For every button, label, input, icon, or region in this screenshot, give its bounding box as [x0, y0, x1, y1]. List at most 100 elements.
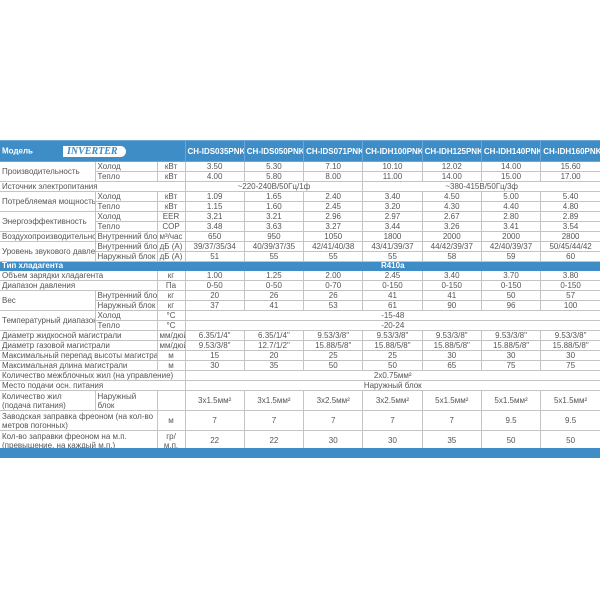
row-label: Потребляемая мощность [0, 191, 96, 212]
value-span-cell: 2x0.75мм² [184, 370, 600, 381]
value-cell: 0-50 [243, 280, 305, 291]
value-cell: 35 [243, 360, 305, 371]
table-row: Тепло кВт 4.00 5.80 8.00 11.00 14.00 15.00 17.00 [0, 171, 600, 182]
value-cell: 43/41/39/37 [362, 241, 423, 252]
value-cell: 2.45 [362, 270, 423, 281]
value-cell: 3.40 [421, 270, 482, 281]
value-cell: 100 [540, 300, 600, 311]
value-cell: 1800 [362, 231, 423, 242]
row-label: Объем зарядки хладагента [0, 270, 158, 281]
value-cell: 50 [303, 360, 364, 371]
value-cell: 60 [540, 251, 600, 262]
value-cell: 2.97 [362, 211, 423, 222]
row-unit [156, 390, 186, 411]
value-cell: 4.80 [540, 201, 600, 212]
table-row: Тепло COP 3.48 3.63 3.27 3.44 3.26 3.41 3.54 [0, 221, 600, 232]
model-name: CH-IDS035PNK/ CH-IU035NK [184, 140, 245, 162]
value-span-cell: -15-48 [184, 310, 600, 321]
value-cell: 3.41 [480, 221, 542, 232]
value-cell: 2800 [540, 231, 600, 242]
value-cell: 9.53/3/8" [540, 330, 600, 341]
value-cell: 3.80 [540, 270, 600, 281]
value-cell: 12.7/1/2" [243, 340, 305, 351]
value-cell: 950 [243, 231, 305, 242]
value-cell: 50 [362, 360, 423, 371]
value-cell: 15.88/5/8" [362, 340, 423, 351]
row-sublabel: Холод [94, 211, 158, 222]
value-cell: 75 [480, 360, 542, 371]
table-row: Наружный блок дБ (А) 51 55 55 55 58 59 60 [0, 251, 600, 262]
model-name: CH-IDH100PNK/ CH-IU100NK [362, 140, 423, 162]
table-row: Уровень звукового давленияВнутренний бло… [0, 241, 600, 262]
row-sublabel: Тепло [94, 221, 158, 232]
value-cell: 5x1.5мм² [421, 390, 482, 411]
row-sublabel: Холод [94, 161, 158, 172]
value-cell: 53 [303, 300, 364, 311]
row-label: Вес [0, 290, 96, 311]
value-cell: 1.09 [184, 191, 245, 202]
value-cell: 7 [362, 410, 423, 431]
row-unit: м [156, 350, 186, 361]
row-unit: м³/час [156, 231, 186, 242]
row-label: Тип хладагента [0, 261, 186, 271]
value-cell: 96 [480, 300, 542, 311]
value-cell: 41 [421, 290, 482, 301]
model-name: CH-IDH125PNK/ CH-IU125NM [421, 140, 482, 162]
value-cell: 26 [303, 290, 364, 301]
row-label: Количество жил (подача питания) [0, 390, 96, 411]
row-unit: кВт [156, 191, 186, 202]
table-row: Диаметр газовой магистралимм/дюйм9.53/3/… [0, 340, 600, 351]
value-cell: 30 [421, 350, 482, 361]
row-unit: кВт [156, 171, 186, 182]
value-cell: 57 [540, 290, 600, 301]
value-cell: 15.88/5/8" [540, 340, 600, 351]
row-unit: COP [156, 221, 186, 232]
value-cell: 25 [303, 350, 364, 361]
model-name: CH-IDH140PNK/ CH-IU140NM [480, 140, 542, 162]
value-cell: 6.35/1/4" [243, 330, 305, 341]
value-cell: 3.50 [184, 161, 245, 172]
value-cell: 15.88/5/8" [303, 340, 364, 351]
value-cell: 41 [243, 300, 305, 311]
value-cell: 3.48 [184, 221, 245, 232]
value-cell: 9.53/3/8" [184, 340, 245, 351]
value-cell: 2.40 [303, 191, 364, 202]
row-unit: мм/дюйм [156, 340, 186, 351]
row-sublabel: Тепло [94, 320, 158, 331]
value-cell: 20 [184, 290, 245, 301]
value-cell: 650 [184, 231, 245, 242]
value-cell: 3.20 [362, 201, 423, 212]
value-cell: 1.25 [243, 270, 305, 281]
value-cell: 5x1.5мм² [540, 390, 600, 411]
value-cell: 42/41/40/38 [303, 241, 364, 252]
value-cell: 1.65 [243, 191, 305, 202]
value-cell: 3x1.5мм² [243, 390, 305, 411]
value-cell: 41 [362, 290, 423, 301]
value-cell: 4.30 [421, 201, 482, 212]
value-cell: 2.45 [303, 201, 364, 212]
value-cell: 10.10 [362, 161, 423, 172]
value-cell: 1050 [303, 231, 364, 242]
row-label: Количество межблочных жил (на управление… [0, 370, 186, 381]
table-row: Количество межблочных жил (на управление… [0, 370, 600, 381]
value-cell: 1.00 [184, 270, 245, 281]
value-cell: 9.53/3/8" [303, 330, 364, 341]
value-cell: 2000 [421, 231, 482, 242]
table-row: Максимальная длина магистрали м 30 35 50 50 65… [0, 360, 600, 371]
value-cell: 12.02 [421, 161, 482, 172]
value-cell: 7.10 [303, 161, 364, 172]
row-sublabel: Наружный блок [94, 300, 158, 311]
value-cell: 2.89 [540, 211, 600, 222]
value-cell: 9.53/3/8" [421, 330, 482, 341]
inverter-logo: INVERTER [62, 145, 126, 157]
row-label: Энергоэффективность [0, 211, 96, 232]
table-row: Количество жил (подача питания) Наружный … [0, 390, 600, 411]
row-unit: мм/дюйм [156, 330, 186, 341]
row-label: Производительность [0, 161, 96, 182]
value-cell: 3x2.5мм² [303, 390, 364, 411]
row-label: Максимальная длина магистрали [0, 360, 158, 371]
model-header-cell: Модель INVERTER [0, 140, 186, 162]
value-cell: 9.53/3/8" [362, 330, 423, 341]
table-row: Диаметр жидкосной магистралимм/дюйм6.35/… [0, 330, 600, 341]
